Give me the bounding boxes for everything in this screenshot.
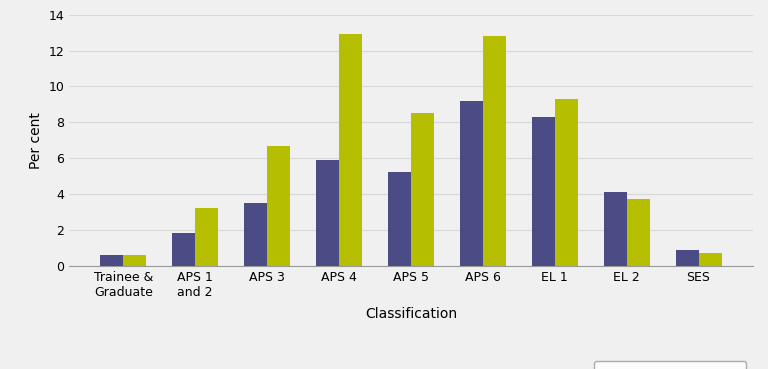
Bar [195, 208, 218, 266]
Legend: Male, Female: Male, Female [594, 361, 746, 369]
Bar [699, 253, 722, 266]
Bar [483, 36, 506, 266]
Bar [339, 34, 362, 266]
Bar [100, 255, 123, 266]
Bar [627, 199, 650, 266]
Bar [554, 99, 578, 266]
Bar [676, 249, 699, 266]
Bar [172, 234, 195, 266]
Bar [244, 203, 267, 266]
Bar [267, 146, 290, 266]
X-axis label: Classification: Classification [365, 307, 457, 321]
Bar [531, 117, 554, 266]
Y-axis label: Per cent: Per cent [29, 112, 43, 169]
Bar [388, 172, 411, 266]
Bar [123, 255, 146, 266]
Bar [604, 192, 627, 266]
Bar [460, 101, 483, 266]
Bar [316, 160, 339, 266]
Bar [411, 113, 434, 266]
